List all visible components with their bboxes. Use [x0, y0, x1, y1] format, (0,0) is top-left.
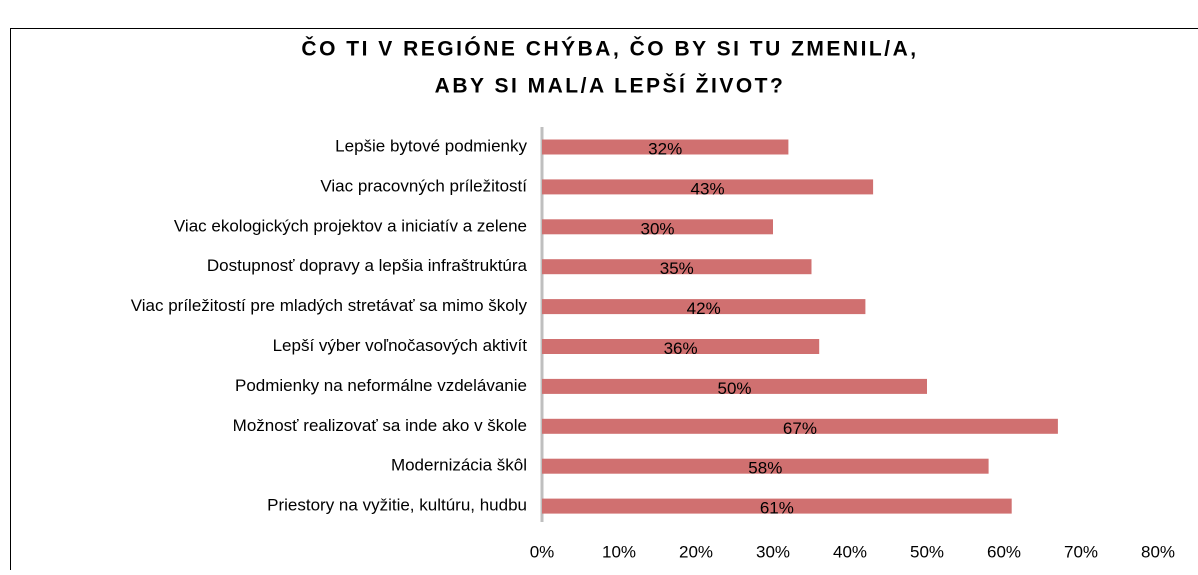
x-tick-label: 60% [987, 542, 1021, 561]
y-tick-label: Viac ekologických projektov a iniciatív … [174, 216, 527, 235]
y-tick-label: Viac pracovných príležitostí [320, 176, 527, 195]
data-label: 30% [640, 219, 674, 238]
x-tick-label: 80% [1141, 542, 1175, 561]
x-tick-label: 20% [679, 542, 713, 561]
data-label: 58% [748, 459, 782, 478]
x-tick-label: 30% [756, 542, 790, 561]
data-label: 42% [687, 299, 721, 318]
chart-title: ABY SI MAL/A LEPŠÍ ŽIVOT? [435, 74, 786, 98]
y-tick-label: Priestory na vyžitie, kultúru, hudbu [267, 496, 527, 515]
data-label: 32% [648, 139, 682, 158]
x-tick-label: 10% [602, 542, 636, 561]
x-tick-label: 40% [833, 542, 867, 561]
x-tick-label: 0% [530, 542, 555, 561]
y-tick-label: Podmienky na neformálne vzdelávanie [235, 376, 527, 395]
y-tick-label: Modernizácia škôl [391, 456, 527, 475]
data-label: 35% [660, 259, 694, 278]
data-label: 36% [664, 339, 698, 358]
y-tick-label: Lepší výber voľnočasových aktivít [273, 336, 528, 355]
y-tick-label: Lepšie bytové podmienky [335, 136, 527, 155]
chart-title: ČO TI V REGIÓNE CHÝBA, ČO BY SI TU ZMENI… [301, 37, 918, 61]
y-tick-label: Viac príležitostí pre mladých stretávať … [131, 296, 528, 315]
data-label: 43% [691, 179, 725, 198]
data-label: 67% [783, 419, 817, 438]
data-label: 61% [760, 499, 794, 518]
x-tick-label: 50% [910, 542, 944, 561]
data-label: 50% [717, 379, 751, 398]
x-tick-label: 70% [1064, 542, 1098, 561]
y-tick-label: Možnosť realizovať sa inde ako v škole [233, 416, 527, 435]
y-tick-label: Dostupnosť dopravy a lepšia infraštruktú… [207, 256, 528, 275]
